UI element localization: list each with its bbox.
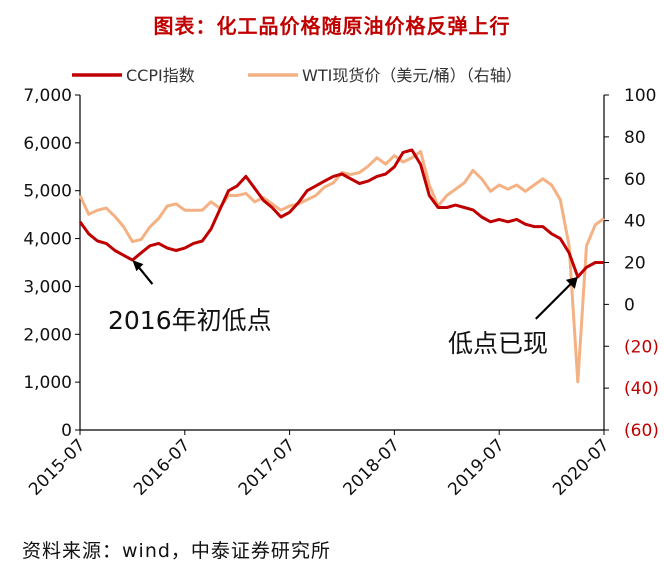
left-tick-label: 2,000 bbox=[23, 325, 72, 345]
x-tick-label: 2018-07 bbox=[340, 435, 404, 499]
left-tick-label: 4,000 bbox=[23, 230, 72, 250]
chart-title: 图表：化工品价格随原油价格反弹上行 bbox=[153, 14, 511, 38]
annotation-arrow-shaft bbox=[535, 281, 574, 320]
annotation-low-appeared: 低点已现 bbox=[448, 329, 548, 358]
left-tick-label: 7,000 bbox=[23, 86, 72, 106]
legend-wti-label: WTI现货价（美元/桶）（右轴） bbox=[302, 66, 522, 85]
x-tick-label: 2020-07 bbox=[549, 435, 613, 499]
right-tick-label: (60) bbox=[624, 421, 659, 441]
right-tick-label: 100 bbox=[624, 86, 656, 106]
left-tick-label: 6,000 bbox=[23, 134, 72, 154]
right-tick-label: 0 bbox=[624, 295, 635, 315]
x-tick-label: 2017-07 bbox=[235, 435, 299, 499]
x-tick-label: 2015-07 bbox=[25, 435, 89, 499]
left-tick-label: 5,000 bbox=[23, 182, 72, 202]
x-tick-label: 2016-07 bbox=[130, 435, 194, 499]
right-tick-label: (40) bbox=[624, 379, 659, 399]
annotation-2016-low: 2016年初低点 bbox=[108, 306, 272, 335]
right-tick-label: 80 bbox=[624, 128, 646, 148]
right-tick-label: 60 bbox=[624, 170, 646, 190]
left-tick-label: 0 bbox=[61, 421, 72, 441]
left-tick-label: 3,000 bbox=[23, 277, 72, 297]
right-tick-label: 20 bbox=[624, 254, 646, 274]
left-tick-label: 1,000 bbox=[23, 373, 72, 393]
source-note: 资料来源：wind，中泰证券研究所 bbox=[22, 540, 331, 562]
right-tick-label: 40 bbox=[624, 212, 646, 232]
right-tick-label: (20) bbox=[624, 337, 659, 357]
annotation-arrow-head bbox=[565, 276, 578, 289]
x-tick-label: 2019-07 bbox=[444, 435, 508, 499]
legend-ccpi-label: CCPI指数 bbox=[126, 66, 195, 85]
annotation-arrow-head bbox=[132, 260, 144, 272]
ccpi-series-line bbox=[78, 148, 604, 279]
